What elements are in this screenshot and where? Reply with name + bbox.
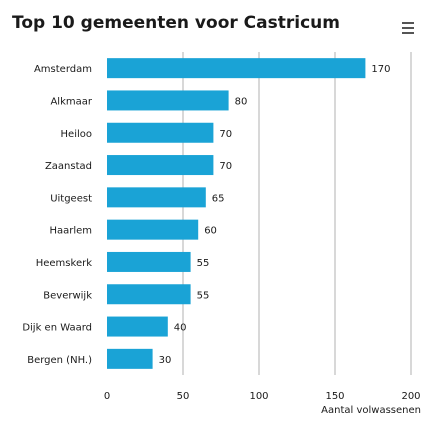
- bar: [107, 187, 206, 208]
- bar: [107, 155, 214, 176]
- x-axis-label: Aantal volwassenen: [321, 405, 421, 416]
- bar: [107, 316, 168, 337]
- hamburger-menu-icon[interactable]: [402, 22, 416, 34]
- value-label: 55: [197, 258, 210, 269]
- category-label: Beverwijk: [43, 290, 92, 301]
- value-label: 40: [174, 323, 187, 334]
- value-label: 70: [219, 161, 232, 172]
- category-label: Alkmaar: [50, 96, 92, 107]
- bar: [107, 348, 153, 369]
- x-tick-label: 100: [249, 391, 268, 402]
- category-label: Heiloo: [61, 129, 92, 140]
- bar: [107, 58, 366, 79]
- value-label: 60: [204, 226, 217, 237]
- x-tick-label: 50: [177, 391, 190, 402]
- category-label: Uitgeest: [50, 193, 92, 204]
- category-label: Haarlem: [49, 226, 92, 237]
- value-label: 170: [371, 64, 390, 75]
- value-label: 80: [235, 96, 248, 107]
- value-label: 30: [159, 355, 172, 366]
- bar: [107, 90, 229, 111]
- bar: [107, 219, 199, 240]
- category-label: Dijk en Waard: [22, 323, 92, 334]
- x-tick-label: 200: [401, 391, 420, 402]
- category-label: Zaanstad: [45, 161, 92, 172]
- category-label: Heemskerk: [36, 258, 92, 269]
- value-label: 65: [212, 193, 225, 204]
- x-tick-label: 0: [104, 391, 110, 402]
- category-label: Amsterdam: [34, 64, 92, 75]
- chart-title: Top 10 gemeenten voor Castricum: [12, 13, 340, 33]
- value-label: 55: [197, 290, 210, 301]
- value-label: 70: [219, 129, 232, 140]
- category-label: Bergen (NH.): [27, 355, 92, 366]
- bar: [107, 251, 191, 272]
- bar: [107, 284, 191, 305]
- bar: [107, 122, 214, 143]
- x-tick-label: 150: [325, 391, 344, 402]
